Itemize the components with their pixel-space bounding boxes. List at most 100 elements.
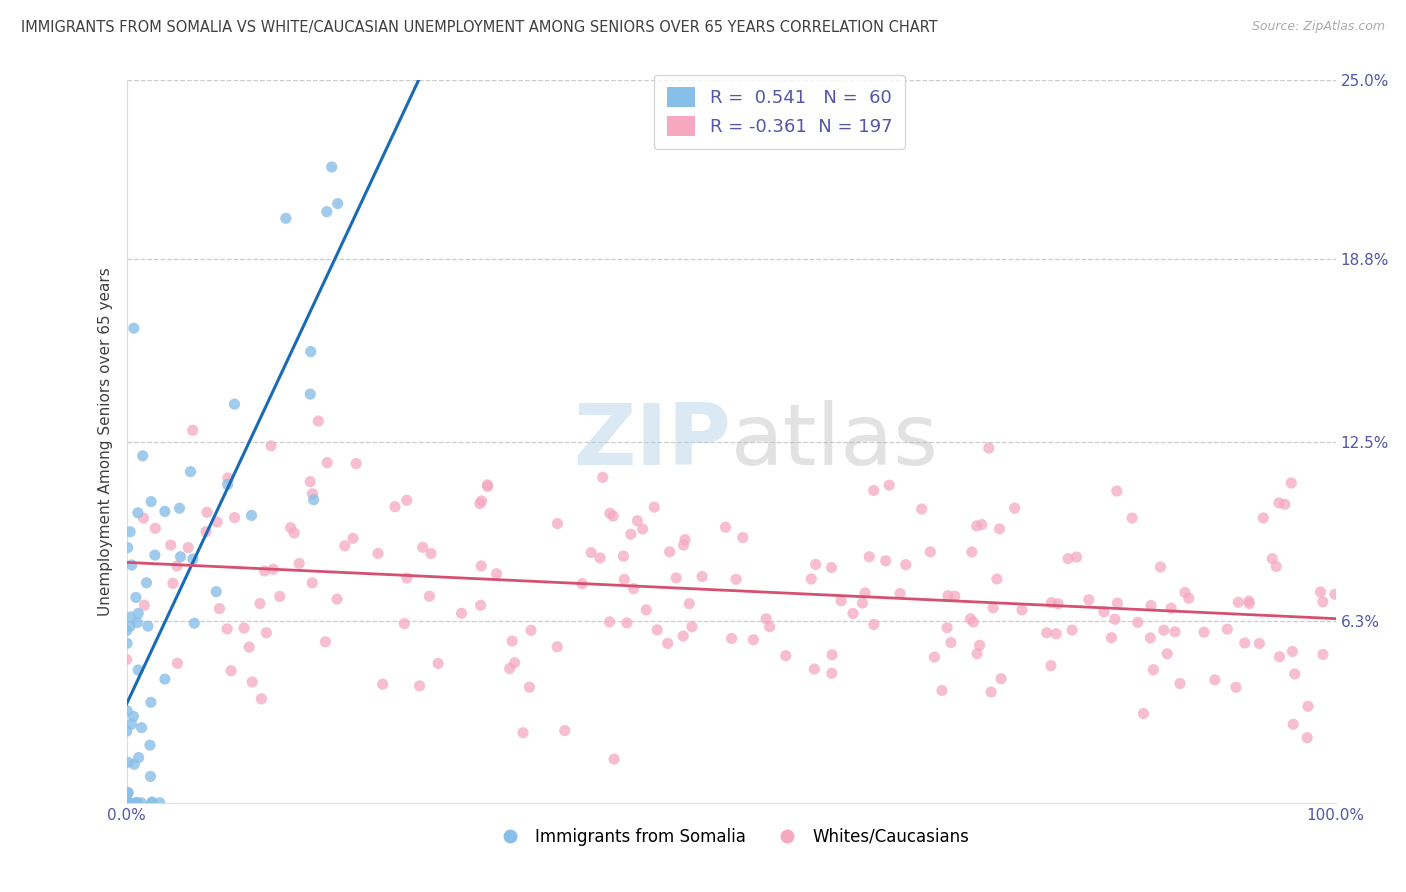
Point (959, 612, 981, 626)
Point (224, 397, 246, 411)
Point (1060, 623, 1083, 637)
Point (149, 796, 172, 810)
Point (842, 607, 865, 621)
Point (758, 620, 780, 634)
Point (342, 532, 364, 546)
Point (986, 572, 1008, 586)
Point (280, 521, 302, 535)
Point (115, 724, 138, 739)
Point (503, 656, 526, 670)
Point (139, 494, 162, 508)
Point (299, 387, 322, 401)
Point (889, 586, 911, 600)
Point (875, 554, 897, 568)
Point (183, 616, 205, 631)
Point (240, 508, 263, 523)
Point (260, 439, 283, 453)
Point (820, 560, 842, 574)
Point (554, 723, 576, 738)
Point (118, 796, 141, 810)
Point (690, 569, 713, 583)
Point (117, 785, 139, 799)
Point (803, 662, 825, 676)
Point (132, 449, 155, 463)
Point (512, 725, 534, 739)
Point (115, 796, 138, 810)
Point (283, 526, 305, 541)
Point (1323, 587, 1346, 601)
Point (742, 632, 765, 647)
Text: atlas: atlas (731, 400, 939, 483)
Point (1057, 551, 1080, 566)
Point (1282, 717, 1305, 731)
Text: ZIP: ZIP (574, 400, 731, 483)
Point (1296, 699, 1319, 714)
Point (1204, 673, 1226, 687)
Point (966, 647, 988, 661)
Point (1237, 594, 1260, 608)
Point (254, 625, 277, 640)
Point (217, 622, 239, 636)
Point (121, 558, 143, 572)
Point (131, 796, 153, 810)
Point (299, 475, 322, 489)
Point (217, 477, 239, 491)
Point (636, 603, 658, 617)
Point (623, 582, 645, 596)
Point (470, 599, 492, 613)
Point (117, 786, 139, 800)
Point (395, 571, 418, 585)
Point (120, 610, 142, 624)
Point (720, 632, 742, 646)
Text: IMMIGRANTS FROM SOMALIA VS WHITE/CAUCASIAN UNEMPLOYMENT AMONG SENIORS OVER 65 YE: IMMIGRANTS FROM SOMALIA VS WHITE/CAUCASI… (21, 20, 938, 35)
Point (314, 635, 336, 649)
Point (1153, 623, 1175, 637)
Point (408, 679, 430, 693)
Point (755, 612, 778, 626)
Point (1156, 647, 1178, 661)
Point (616, 615, 638, 630)
Point (269, 590, 291, 604)
Point (1066, 549, 1088, 564)
Point (135, 575, 157, 590)
Point (299, 344, 322, 359)
Point (1149, 560, 1171, 574)
Point (1216, 622, 1239, 636)
Point (657, 636, 679, 650)
Point (988, 522, 1011, 536)
Point (1099, 631, 1122, 645)
Point (166, 657, 188, 671)
Point (924, 650, 946, 665)
Point (1045, 626, 1067, 640)
Point (233, 621, 256, 635)
Point (821, 648, 844, 662)
Point (631, 522, 654, 536)
Point (128, 750, 150, 764)
Point (125, 796, 148, 810)
Point (159, 538, 181, 552)
Point (1121, 511, 1143, 525)
Point (1268, 649, 1291, 664)
Point (939, 635, 962, 649)
Point (166, 558, 188, 573)
Point (208, 601, 231, 615)
Point (981, 600, 1004, 615)
Point (471, 494, 494, 508)
Point (969, 638, 991, 652)
Point (115, 636, 138, 650)
Point (367, 546, 389, 560)
Point (1265, 559, 1288, 574)
Point (571, 576, 593, 591)
Point (977, 441, 1000, 455)
Point (546, 516, 568, 531)
Point (1092, 605, 1115, 619)
Point (217, 471, 239, 485)
Point (153, 672, 176, 686)
Point (262, 562, 284, 576)
Point (125, 591, 148, 605)
Point (477, 479, 499, 493)
Point (127, 615, 149, 630)
Point (1268, 496, 1291, 510)
Point (238, 640, 260, 654)
Point (936, 589, 959, 603)
